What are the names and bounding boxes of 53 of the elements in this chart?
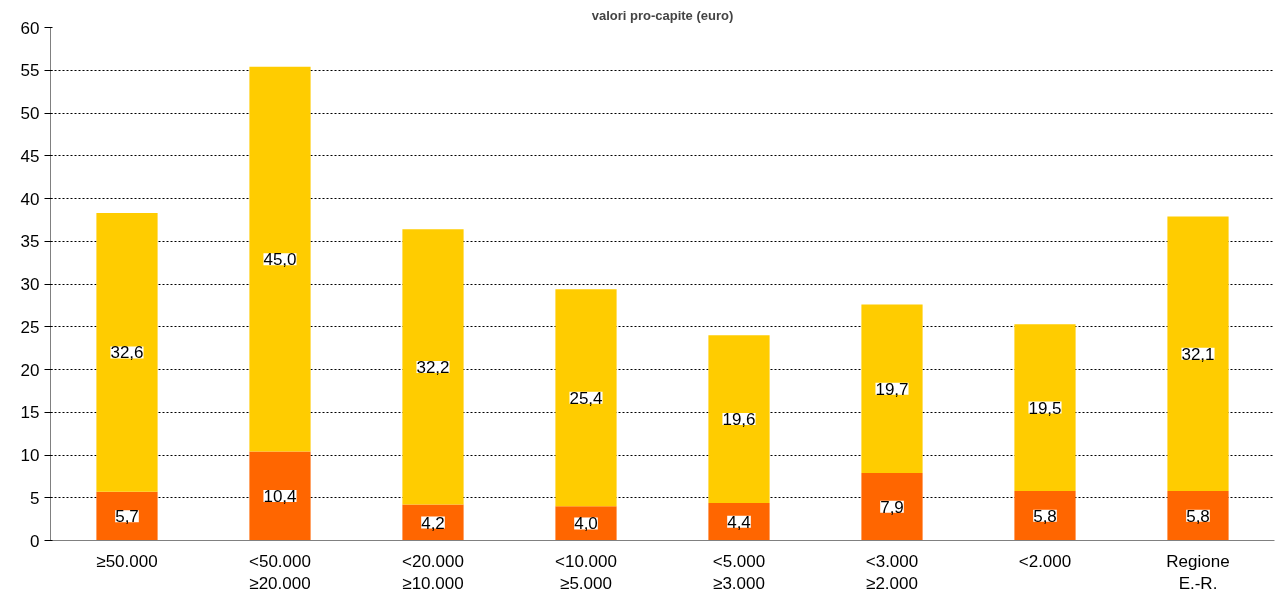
x-tick-label: <3.000 ≥2.000 — [865, 551, 919, 594]
bar — [249, 66, 311, 452]
data-label: 4,2 — [421, 513, 445, 533]
x-tick-label: <2.000 — [1018, 551, 1072, 571]
data-label: 25,4 — [569, 388, 603, 408]
data-label: 32,2 — [416, 357, 450, 377]
bar — [1167, 216, 1229, 491]
bar — [708, 502, 770, 541]
x-tick-label: <10.000 ≥5.000 — [555, 551, 617, 594]
data-label: 19,6 — [722, 410, 756, 430]
data-label: 45,0 — [263, 250, 297, 270]
bar — [555, 506, 617, 541]
y-tick-label: 10 — [20, 446, 40, 465]
y-tick-label: 45 — [20, 146, 40, 166]
data-label: 19,5 — [1028, 398, 1062, 418]
bar — [861, 472, 923, 541]
data-label: 10,4 — [263, 487, 297, 507]
data-label: 19,7 — [875, 379, 909, 399]
bar — [1014, 490, 1076, 541]
bar — [861, 304, 923, 473]
y-tick-label: 60 — [20, 18, 40, 38]
y-tick-label: 55 — [20, 61, 40, 81]
y-tick-label: 0 — [30, 531, 40, 551]
x-tick-label: <5.000 ≥3.000 — [712, 551, 766, 594]
bar — [249, 451, 311, 541]
y-tick-label: 35 — [20, 232, 40, 252]
x-tick-label: ≥50.000 — [96, 551, 158, 571]
y-tick-label: 15 — [20, 403, 40, 423]
x-tick-label: Regione E.-R. — [1166, 551, 1230, 594]
data-label: 7,9 — [880, 497, 904, 517]
data-label: 4,0 — [574, 514, 598, 534]
data-label: 5,8 — [1033, 506, 1057, 526]
data-label: 5,8 — [1186, 506, 1210, 526]
data-label: 4,4 — [727, 512, 751, 532]
x-tick-label: <50.000 ≥20.000 — [249, 551, 311, 594]
bar — [555, 289, 617, 507]
y-tick-label: 40 — [20, 189, 40, 209]
y-tick-label: 20 — [20, 360, 40, 380]
data-label: 32,1 — [1181, 344, 1215, 364]
bar — [708, 335, 770, 503]
y-tick-label: 30 — [20, 275, 40, 294]
x-tick-label: <20.000 ≥10.000 — [402, 551, 464, 594]
data-label: 32,6 — [110, 343, 144, 363]
bar — [402, 229, 464, 505]
y-tick-label: 5 — [30, 488, 40, 508]
y-tick-label: 25 — [20, 317, 40, 337]
bar — [96, 491, 158, 541]
y-tick-label: 50 — [20, 104, 40, 123]
bar — [1167, 490, 1229, 541]
bar — [1014, 324, 1076, 491]
bar — [96, 213, 158, 492]
chart-title: valori pro-capite (euro) — [591, 7, 734, 23]
data-label: 5,7 — [115, 507, 139, 527]
